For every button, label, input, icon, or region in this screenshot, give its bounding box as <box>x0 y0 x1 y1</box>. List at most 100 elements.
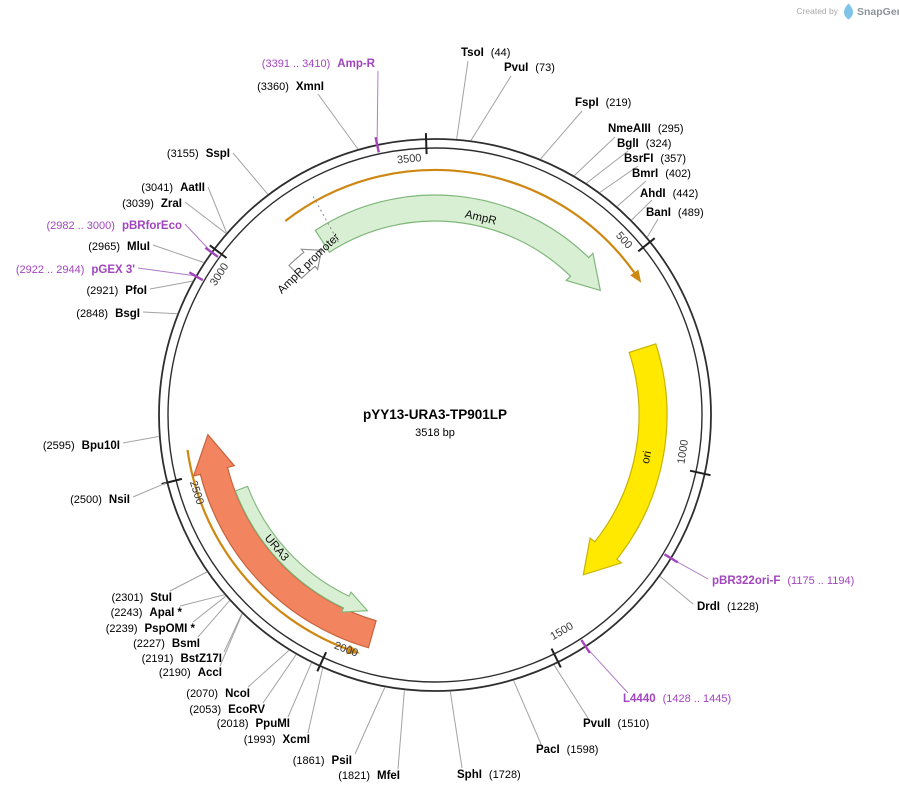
site-label-bani[interactable]: BanI (489) <box>646 207 704 219</box>
site-label-pbrforeco[interactable]: (2982 .. 3000) pBRforEco <box>46 220 182 232</box>
credit: Created by SnapGene <box>796 3 899 20</box>
site-name: StuI <box>150 592 172 604</box>
leader-line <box>573 136 616 176</box>
leader-line <box>616 180 647 207</box>
site-labels: TsoI (44) PvuI (73) FspI (219) NmeAIII (295) Bgl… <box>16 47 854 782</box>
feature-arrow-ampr[interactable] <box>314 194 602 292</box>
backbone-outer-circle <box>158 138 712 692</box>
site-position: (2500) <box>70 494 102 506</box>
site-label-mfei[interactable]: (1821) MfeI <box>338 770 400 782</box>
site-label-tsoi[interactable]: TsoI (44) <box>461 47 510 59</box>
site-name: MluI <box>127 241 150 253</box>
leader-line <box>169 571 208 592</box>
site-position: (3155) <box>167 148 199 160</box>
feature-arc-ampr-gene[interactable] <box>284 168 636 274</box>
site-label-l4440[interactable]: L4440 (1428 .. 1445) <box>623 693 731 705</box>
feature-arrow-ampr-promoter[interactable] <box>288 248 323 280</box>
site-label-amp-r[interactable]: (3391 .. 3410) Amp-R <box>262 58 376 70</box>
site-position: (3039) <box>122 198 154 210</box>
feature-label-ampr-promoter[interactable]: AmpR promoter <box>276 231 343 296</box>
site-label-pvui[interactable]: PvuI (73) <box>504 62 555 74</box>
feature-arc-ura3-gene[interactable] <box>186 449 349 651</box>
site-label-bsrfi[interactable]: BsrFI (357) <box>624 153 686 165</box>
leader-line <box>184 201 227 234</box>
site-position: (2018) <box>217 718 249 730</box>
site-name: pBR322ori-F <box>712 575 780 587</box>
site-position: (1598) <box>567 744 599 756</box>
leader-line <box>287 662 312 718</box>
site-position: (1175 .. 1194) <box>787 575 854 587</box>
site-label-acci[interactable]: (2190) AccI <box>159 667 222 679</box>
site-label-aatii[interactable]: (3041) AatII <box>141 182 205 194</box>
site-position: (219) <box>606 97 632 109</box>
plasmid-title: pYY13-URA3-TP901LP <box>363 407 507 422</box>
site-label-pbr322ori-f[interactable]: pBR322ori-F (1175 .. 1194) <box>712 575 854 587</box>
site-label-sspi[interactable]: (3155) SspI <box>167 148 230 160</box>
leader-line <box>513 680 542 745</box>
site-position: (2239) <box>106 623 138 635</box>
site-label-paci[interactable]: PacI (1598) <box>536 744 598 756</box>
primer-site-tick <box>188 271 204 282</box>
site-name: MfeI <box>377 770 400 782</box>
site-label-sphi[interactable]: SphI (1728) <box>457 769 521 781</box>
site-label-xmni[interactable]: (3360) XmnI <box>257 81 324 93</box>
leader-line <box>179 594 225 607</box>
site-label-drdi[interactable]: DrdI (1228) <box>697 601 759 613</box>
site-label-bgli[interactable]: BglI (324) <box>617 138 671 150</box>
plasmid-length: 3518 bp <box>415 427 455 439</box>
primer-site-tick <box>663 553 679 564</box>
site-name: BmrI <box>632 168 658 180</box>
credit-created-by: Created by <box>796 6 838 16</box>
feature-label-ori[interactable]: ori <box>640 450 654 465</box>
leader-line <box>142 311 178 315</box>
site-position: (3391 .. 3410) <box>262 58 331 70</box>
feature-boundary-dotted-line <box>311 194 339 243</box>
site-label-bmri[interactable]: BmrI (402) <box>632 168 691 180</box>
site-label-bsmi[interactable]: (2227) BsmI <box>133 638 200 650</box>
site-position: (442) <box>673 188 699 200</box>
site-label-ncoi[interactable]: (2070) NcoI <box>186 688 250 700</box>
site-label-psii[interactable]: (1861) PsiI <box>293 755 352 767</box>
site-label-bsgi[interactable]: (2848) BsgI <box>76 308 140 320</box>
site-label-nmeaiii[interactable]: NmeAIII (295) <box>608 123 684 135</box>
scale-tick-label-3500: 3500 <box>397 152 423 166</box>
site-label-pspomi[interactable]: (2239) PspOMI * <box>106 623 196 635</box>
site-label-ahdi[interactable]: AhdI (442) <box>640 188 698 200</box>
site-label-pvuii[interactable]: PvuII (1510) <box>583 718 649 730</box>
site-position: (402) <box>665 168 691 180</box>
site-label-fspi[interactable]: FspI (219) <box>575 97 631 109</box>
site-label-mlui[interactable]: (2965) MluI <box>88 241 150 253</box>
site-name: DrdI <box>697 601 720 613</box>
site-position: (2921) <box>86 285 118 297</box>
primer-site-tick <box>374 137 380 153</box>
leader-line <box>646 218 659 238</box>
site-name: AatII <box>180 182 205 194</box>
site-label-ecorv[interactable]: (2053) EcoRV <box>189 704 265 716</box>
leader-line <box>354 687 386 755</box>
site-label-nsii[interactable]: (2500) NsiI <box>70 494 130 506</box>
site-label-zrai[interactable]: (3039) ZraI <box>122 198 182 210</box>
site-position: (2848) <box>76 308 108 320</box>
site-label-apai[interactable]: (2243) ApaI * <box>111 607 183 619</box>
site-label-xcmi[interactable]: (1993) XcmI <box>244 734 310 746</box>
site-label-pgex-3[interactable]: (2922 .. 2944) pGEX 3' <box>16 264 135 276</box>
leader-line <box>540 110 583 160</box>
site-position: (2053) <box>189 704 221 716</box>
site-label-stui[interactable]: (2301) StuI <box>111 592 172 604</box>
feature-arrow-ura3[interactable] <box>234 485 369 613</box>
scale-tick-label-3000: 3000 <box>208 261 231 288</box>
plasmid-backbone <box>158 138 712 692</box>
site-label-ppumi[interactable]: (2018) PpuMI <box>217 718 290 730</box>
site-name: EcoRV <box>228 704 265 716</box>
feature-arrow-ori[interactable] <box>582 343 668 576</box>
leader-line <box>149 280 193 290</box>
site-label-bstz17i[interactable]: (2191) BstZ17I <box>142 653 222 665</box>
site-name: PsiI <box>332 755 352 767</box>
site-name: SspI <box>206 148 230 160</box>
site-position: (3360) <box>257 81 289 93</box>
site-position: (1728) <box>489 769 521 781</box>
site-label-pfoi[interactable]: (2921) PfoI <box>86 285 147 297</box>
site-position: (44) <box>491 47 511 59</box>
site-label-bpu10i[interactable]: (2595) Bpu10I <box>43 440 120 452</box>
